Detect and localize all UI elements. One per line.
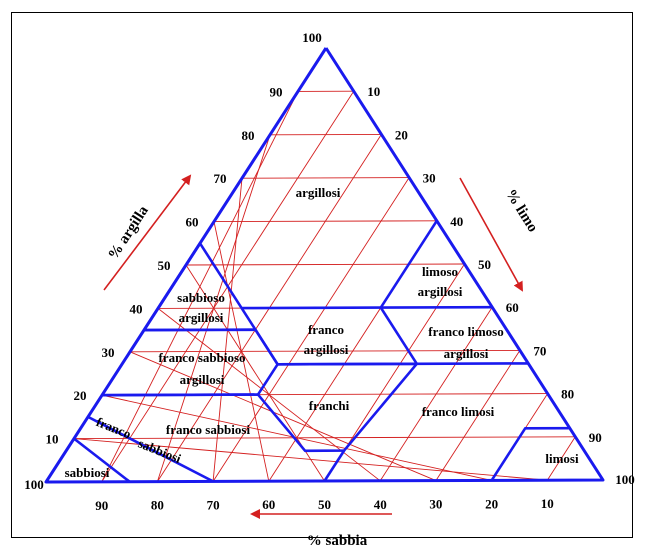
sabbia-tick-labels: 90 80 70 60 50 40 30 20 10: [95, 496, 554, 513]
boundary-franchi: [257, 362, 419, 453]
zone-limoso-argillosi-line2: argillosi: [418, 284, 463, 299]
boundary-franco-limosi: [490, 426, 570, 482]
grid-line-sabbia: [101, 91, 299, 483]
zone-franco-sabbioso-argillosi-line1: franco sabbioso: [158, 350, 245, 365]
sabbia-tick-50: 50: [318, 497, 331, 512]
grid-line-argilla: [213, 220, 437, 223]
limo-tick-80: 80: [561, 387, 574, 402]
triangle-outline-path: [44, 47, 605, 484]
sabbia-tick-70: 70: [207, 497, 220, 512]
grid-line-limo: [379, 306, 493, 482]
grid-line-sabbia: [156, 134, 271, 482]
sabbia-tick-60: 60: [262, 497, 275, 512]
zone-franco-limoso-argillosi-line2: argillosi: [444, 346, 489, 361]
zone-argillosi: argillosi: [296, 185, 341, 200]
boundary-limoso-argillosi: [379, 220, 438, 309]
grid-line-argilla: [241, 177, 410, 179]
zone-sabbiosi-franchi-line2: sabbiosi: [136, 435, 184, 466]
corner-top-label: 100: [302, 30, 322, 45]
grid-lines: [73, 90, 576, 483]
corner-left-label: 100: [24, 477, 44, 492]
zone-limoso-argillosi-line1: limoso: [422, 264, 458, 279]
limo-tick-70: 70: [533, 343, 546, 358]
figure-frame: [11, 12, 633, 538]
zone-sabbioso-argillosi-line2: argillosi: [179, 310, 224, 325]
grid-line-limo: [212, 177, 410, 482]
limo-tick-labels: 10 20 30 40 50 60 70 80 90: [367, 84, 602, 445]
sabbia-tick-80: 80: [151, 498, 164, 513]
boundary-sabbiosi: [73, 437, 131, 483]
sabbia-tick-90: 90: [95, 498, 108, 513]
grid-line-argilla: [185, 263, 465, 266]
sabbia-axis-label: % sabbia: [307, 533, 368, 549]
boundary-franco-sabbiosi: [101, 393, 259, 397]
argilla-tick-30: 30: [102, 345, 115, 360]
argilla-tick-70: 70: [214, 171, 227, 186]
zone-franco-sabbioso-argillosi-line2: argillosi: [180, 372, 225, 387]
argilla-direction-arrow: [103, 174, 192, 291]
direction-arrows: [103, 174, 523, 519]
argilla-tick-labels: 10 20 30 40 50 60 70 80 90: [46, 84, 283, 446]
zone-franco-sabbiosi: franco sabbiosi: [166, 422, 251, 437]
limo-tick-50: 50: [478, 257, 491, 272]
zone-franco-limosi: franco limosi: [422, 404, 495, 419]
zone-franchi: franchi: [309, 398, 350, 413]
limo-direction-arrow: [459, 177, 523, 292]
limo-tick-60: 60: [506, 300, 519, 315]
argilla-tick-20: 20: [74, 388, 87, 403]
grid-line-sabbia: [213, 221, 270, 482]
argilla-tick-90: 90: [270, 84, 283, 99]
zone-sabbiosi: sabbiosi: [65, 465, 110, 480]
argilla-tick-60: 60: [186, 215, 199, 230]
argilla-axis-label: % argilla: [105, 203, 152, 263]
boundary-sabbiosi-franchi: [87, 415, 214, 483]
limo-axis-label: % limo: [502, 187, 541, 235]
sabbia-tick-30: 30: [429, 497, 442, 512]
sabbia-tick-20: 20: [485, 496, 498, 511]
argilla-tick-50: 50: [158, 258, 171, 273]
zone-limosi: limosi: [545, 451, 579, 466]
zone-sabbiosi-franchi-line1: franco: [94, 414, 133, 441]
grid-line-limo: [435, 350, 521, 481]
limo-tick-10: 10: [367, 84, 380, 99]
argilla-tick-40: 40: [130, 301, 143, 316]
argilla-tick-10: 10: [46, 432, 59, 447]
sabbia-tick-40: 40: [374, 497, 387, 512]
grid-line-limo: [546, 436, 576, 481]
triangle-outline: [44, 47, 605, 484]
boundary-franco-limosi-base: [323, 449, 346, 482]
limo-tick-40: 40: [450, 214, 463, 229]
limo-tick-90: 90: [589, 430, 602, 445]
limo-tick-30: 30: [423, 171, 436, 186]
corner-right-label: 100: [615, 472, 635, 487]
zone-sabbioso-argillosi-line1: sabbioso: [177, 290, 225, 305]
grid-line-argilla: [129, 349, 520, 353]
zone-franco-argillosi-line1: franco: [308, 322, 344, 337]
sabbia-tick-10: 10: [541, 496, 554, 511]
limo-tick-20: 20: [395, 127, 408, 142]
argilla-tick-80: 80: [242, 128, 255, 143]
zone-franco-limoso-argillosi-line1: franco limoso: [428, 324, 503, 339]
zone-franco-argillosi-line2: argillosi: [304, 342, 349, 357]
